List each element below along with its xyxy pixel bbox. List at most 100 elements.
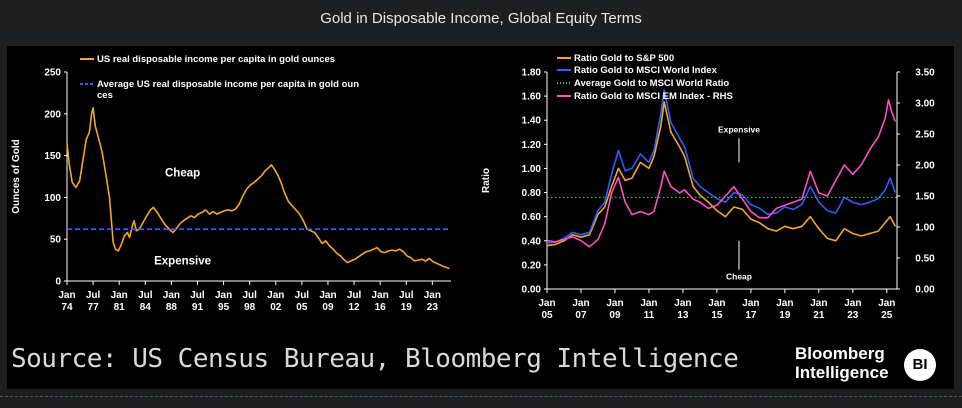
annotation-label: Expensive <box>154 255 211 267</box>
x-tick-label: Jan <box>319 290 336 301</box>
gold-equity-ratio-chart: 0.00 0.20 0.40 0.60 0.80 1.00 1.20 1.40 1.60 1.80… <box>481 53 935 321</box>
series-0-line <box>66 107 450 270</box>
y-tick-label: 200 <box>44 109 61 120</box>
y-tick-label: 0 <box>55 277 61 288</box>
x-tick-label: Jan <box>844 298 861 309</box>
y2-tick-label: 3.50 <box>915 68 935 79</box>
x-tick-label: 09 <box>609 310 621 321</box>
y-tick-label: 1.80 <box>522 68 542 79</box>
x-tick-label: 95 <box>218 302 230 313</box>
annotation-label: Cheap <box>165 168 200 180</box>
x-tick-label: 17 <box>745 310 757 321</box>
x-tick-label: Jan <box>215 290 232 301</box>
x-tick-label: 05 <box>296 302 308 313</box>
y-axis-label: Ounces of Gold <box>11 139 22 213</box>
x-tick-label: Jan <box>674 298 691 309</box>
x-tick-label: Jul <box>295 290 310 301</box>
legend-label: Ratio Gold to S&P 500 <box>574 53 674 64</box>
brand-line-2: Intelligence <box>795 363 889 382</box>
x-tick-label: Jul <box>399 290 414 301</box>
x-tick-label: 88 <box>166 302 178 313</box>
x-tick-label: 77 <box>88 302 100 313</box>
x-tick-label: 74 <box>61 302 73 313</box>
x-tick-label: Jan <box>572 298 589 309</box>
bi-badge-icon: BI <box>904 349 936 381</box>
x-tick-label: Jan <box>372 290 389 301</box>
x-tick-label: 07 <box>575 310 587 321</box>
x-tick-label: 84 <box>140 302 152 313</box>
x-tick-label: 98 <box>244 302 256 313</box>
x-tick-label: Jan <box>58 290 75 301</box>
x-tick-label: 05 <box>541 310 553 321</box>
y2-tick-label: 3.00 <box>915 99 935 110</box>
x-tick-label: 13 <box>677 310 689 321</box>
x-tick-label: 19 <box>401 302 413 313</box>
y-tick-label: 1.00 <box>522 164 542 175</box>
x-tick-label: Jan <box>538 298 555 309</box>
y2-tick-label: 2.00 <box>915 161 935 172</box>
x-tick-label: 09 <box>322 302 334 313</box>
bloomberg-logo: Bloomberg Intelligence <box>795 344 889 382</box>
y-axis-label: Ratio <box>481 168 492 193</box>
y-tick-label: 1.20 <box>522 140 542 151</box>
y-tick-label: 100 <box>44 193 61 204</box>
y-tick-label: 0.40 <box>522 236 542 247</box>
x-tick-label: Jan <box>424 290 441 301</box>
x-tick-label: Jan <box>878 298 895 309</box>
x-tick-label: 81 <box>114 302 126 313</box>
bottom-divider <box>0 396 962 397</box>
series-3-line <box>546 99 897 248</box>
source-text: Source: US Census Bureau, Bloomberg Inte… <box>11 344 739 374</box>
x-tick-label: 16 <box>375 302 387 313</box>
series-1-line <box>546 89 897 244</box>
x-tick-label: Jan <box>640 298 657 309</box>
x-tick-label: Jan <box>810 298 827 309</box>
x-tick-label: Jan <box>776 298 793 309</box>
x-tick-label: Jul <box>86 290 101 301</box>
x-tick-label: 15 <box>711 310 723 321</box>
annotation-label: Expensive <box>718 124 760 134</box>
x-tick-label: Jul <box>347 290 362 301</box>
x-tick-label: 11 <box>644 310 655 321</box>
y2-tick-label: 0.00 <box>915 285 935 296</box>
x-tick-label: 19 <box>779 310 791 321</box>
x-tick-label: Jan <box>111 290 128 301</box>
legend-label: Ratio Gold to MSCI World Index <box>574 65 718 76</box>
x-tick-label: 21 <box>813 310 825 321</box>
x-tick-label: Jul <box>190 290 205 301</box>
y-tick-label: 0.00 <box>522 285 542 296</box>
y-tick-label: 0.60 <box>522 212 542 223</box>
page-title: Gold in Disposable Income, Global Equity… <box>320 10 642 27</box>
y-tick-label: 0.20 <box>522 260 542 271</box>
x-tick-label: 23 <box>847 310 859 321</box>
y-tick-label: 1.40 <box>522 116 542 127</box>
y-tick-label: 150 <box>44 151 61 162</box>
chart-panel: 0 50 100 150 200 250 Jan 74 Jul 77 Jan 81 Jul 84 Jan 88… <box>7 46 954 389</box>
legend-label: Average US real disposable income per ca… <box>97 79 359 90</box>
brand-line-1: Bloomberg <box>795 344 885 363</box>
x-tick-label: 23 <box>427 302 439 313</box>
x-tick-label: Jul <box>242 290 257 301</box>
x-tick-label: Jul <box>138 290 153 301</box>
y-tick-label: 250 <box>44 68 61 79</box>
y-tick-label: 1.60 <box>522 92 542 103</box>
x-tick-label: 12 <box>349 302 361 313</box>
x-tick-label: 02 <box>270 302 282 313</box>
legend-label: Average Gold to MSCI World Ratio <box>574 78 729 89</box>
annotation-label: Cheap <box>726 271 752 281</box>
y2-tick-label: 2.50 <box>915 130 935 141</box>
y2-tick-label: 0.50 <box>915 254 935 265</box>
legend-label: Ratio Gold to MSCI EM Index - RHS <box>574 91 733 102</box>
x-tick-label: Jan <box>606 298 623 309</box>
x-tick-label: 91 <box>192 302 204 313</box>
y2-tick-label: 1.00 <box>915 223 935 234</box>
x-tick-label: Jan <box>267 290 284 301</box>
x-tick-label: Jan <box>708 298 725 309</box>
y-tick-label: 50 <box>50 235 62 246</box>
legend-label: ces <box>97 90 113 101</box>
legend-label: US real disposable income per capita in … <box>97 54 335 65</box>
gold-income-chart: 050100150200250Jan74Jul77Jan81Jul84Jan88… <box>11 54 451 313</box>
x-tick-label: Jan <box>742 298 759 309</box>
y-tick-label: 0.80 <box>522 188 542 199</box>
y2-tick-label: 1.50 <box>915 192 935 203</box>
